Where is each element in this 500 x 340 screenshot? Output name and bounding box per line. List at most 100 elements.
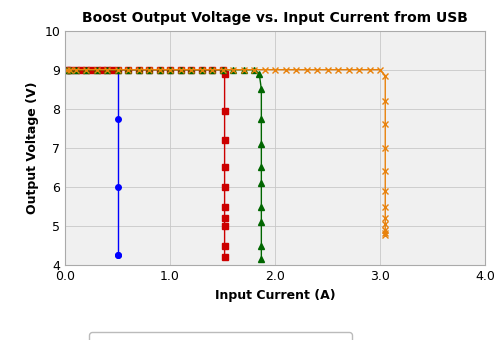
1.5A — [64, 68, 70, 72]
500mA — [88, 68, 94, 72]
X-axis label: Input Current (A): Input Current (A) — [214, 289, 336, 302]
Line: 1.8A: 1.8A — [64, 67, 264, 262]
1.8A — [104, 68, 110, 72]
3A — [382, 189, 388, 193]
3A — [382, 205, 388, 209]
1.8A — [64, 68, 70, 72]
Line: 500mA: 500mA — [64, 67, 120, 258]
1.5A — [136, 68, 141, 72]
1.8A — [198, 68, 204, 72]
1.5A — [222, 216, 228, 220]
1.8A — [258, 165, 264, 169]
1.5A — [83, 68, 89, 72]
1.8A — [209, 68, 215, 72]
3A — [382, 233, 388, 237]
500mA — [70, 68, 76, 72]
1.5A — [72, 68, 78, 72]
3A — [382, 146, 388, 150]
1.8A — [188, 68, 194, 72]
500mA — [81, 68, 87, 72]
3A — [282, 68, 288, 72]
1.8A — [258, 257, 264, 261]
500mA — [114, 68, 120, 72]
500mA — [85, 68, 91, 72]
1.5A — [109, 68, 115, 72]
1.8A — [258, 87, 264, 91]
3A — [188, 68, 194, 72]
3A — [304, 68, 310, 72]
Y-axis label: Output Voltage (V): Output Voltage (V) — [26, 82, 38, 214]
1.5A — [94, 68, 100, 72]
3A — [240, 68, 246, 72]
500mA — [114, 253, 120, 257]
1.8A — [178, 68, 184, 72]
3A — [178, 68, 184, 72]
1.8A — [72, 68, 78, 72]
1.8A — [125, 68, 131, 72]
3A — [72, 68, 78, 72]
1.5A — [198, 68, 204, 72]
Line: 3A: 3A — [64, 67, 388, 237]
1.8A — [67, 68, 73, 72]
1.5A — [220, 68, 226, 72]
3A — [167, 68, 173, 72]
3A — [324, 68, 330, 72]
3A — [230, 68, 236, 72]
1.8A — [156, 68, 162, 72]
1.8A — [220, 68, 226, 72]
1.8A — [258, 205, 264, 209]
3A — [366, 68, 372, 72]
1.5A — [222, 205, 228, 209]
1.5A — [125, 68, 131, 72]
1.8A — [240, 68, 246, 72]
3A — [156, 68, 162, 72]
1.8A — [230, 68, 236, 72]
3A — [125, 68, 131, 72]
500mA — [114, 117, 120, 121]
1.5A — [222, 72, 228, 76]
1.5A — [222, 185, 228, 189]
1.5A — [222, 165, 228, 169]
500mA — [112, 68, 118, 72]
3A — [64, 68, 70, 72]
1.5A — [222, 255, 228, 259]
1.5A — [156, 68, 162, 72]
500mA — [106, 68, 112, 72]
Legend: 500mA, 1.5A, 1.8A, 3A: 500mA, 1.5A, 1.8A, 3A — [89, 333, 352, 340]
1.5A — [167, 68, 173, 72]
3A — [146, 68, 152, 72]
Title: Boost Output Voltage vs. Input Current from USB: Boost Output Voltage vs. Input Current f… — [82, 11, 468, 25]
1.8A — [114, 68, 120, 72]
3A — [382, 169, 388, 173]
3A — [262, 68, 268, 72]
500mA — [99, 68, 105, 72]
1.8A — [146, 68, 152, 72]
3A — [136, 68, 141, 72]
3A — [377, 68, 383, 72]
3A — [251, 68, 257, 72]
1.5A — [222, 109, 228, 113]
3A — [220, 68, 226, 72]
3A — [272, 68, 278, 72]
1.5A — [178, 68, 184, 72]
1.8A — [94, 68, 100, 72]
1.8A — [258, 243, 264, 248]
1.5A — [222, 243, 228, 248]
1.5A — [67, 68, 73, 72]
500mA — [74, 68, 80, 72]
1.5A — [209, 68, 215, 72]
3A — [382, 216, 388, 220]
3A — [198, 68, 204, 72]
1.5A — [114, 68, 120, 72]
500mA — [92, 68, 98, 72]
1.8A — [258, 117, 264, 121]
3A — [209, 68, 215, 72]
3A — [382, 73, 388, 78]
3A — [94, 68, 100, 72]
1.8A — [167, 68, 173, 72]
1.5A — [222, 224, 228, 228]
1.8A — [258, 142, 264, 146]
1.5A — [99, 68, 105, 72]
500mA — [114, 253, 120, 257]
3A — [382, 122, 388, 126]
